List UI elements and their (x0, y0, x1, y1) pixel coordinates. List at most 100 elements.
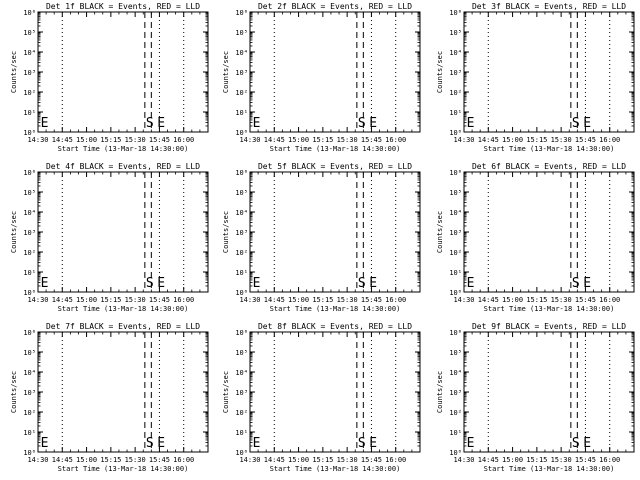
marker-e: E (157, 276, 165, 291)
marker-s: S (358, 116, 366, 131)
x-tick-label: 15:45 (575, 456, 596, 464)
detector-panel-7: Det 7f BLACK = Events, RED = LLD 10⁰ 10¹ 10… (10, 322, 209, 473)
x-axis-label: Start Time (13-Mar-18 14:30:00) (484, 305, 615, 313)
y-tick-label: 10¹ (23, 429, 36, 437)
x-tick-label: 14:45 (478, 136, 499, 144)
x-tick-label: 14:30 (239, 296, 260, 304)
y-tick-label: 10⁰ (449, 289, 462, 297)
detector-panel-6: Det 6f BLACK = Events, RED = LLD 10⁰ 10¹ 10… (436, 162, 635, 313)
y-tick-label: 10² (449, 409, 462, 417)
y-axis-label: Counts/sec (222, 51, 230, 93)
x-tick-label: 16:00 (599, 136, 620, 144)
y-tick-label: 10¹ (449, 109, 462, 117)
x-tick-label: 15:45 (575, 296, 596, 304)
x-tick-label: 15:30 (125, 136, 146, 144)
x-tick-label: 15:00 (502, 136, 523, 144)
y-tick-label: 10¹ (235, 269, 248, 277)
y-tick-label: 10² (23, 89, 36, 97)
y-tick-label: 10⁰ (23, 449, 36, 457)
plot-frame (463, 331, 635, 453)
x-tick-label: 15:30 (551, 136, 572, 144)
x-tick-label: 14:30 (453, 296, 474, 304)
detector-panel-8: Det 8f BLACK = Events, RED = LLD 10⁰ 10¹ 10… (222, 322, 421, 473)
y-tick-label: 10⁰ (449, 449, 462, 457)
y-tick-label: 10¹ (449, 429, 462, 437)
marker-s: S (358, 276, 366, 291)
plot-frame (249, 171, 421, 293)
y-tick-label: 10⁴ (23, 369, 36, 377)
marker-e: E (157, 436, 165, 451)
x-tick-label: 14:30 (27, 136, 48, 144)
x-tick-label: 15:30 (125, 456, 146, 464)
x-tick-label: 15:00 (76, 136, 97, 144)
y-tick-label: 10¹ (235, 429, 248, 437)
y-tick-label: 10² (235, 249, 248, 257)
y-tick-label: 10⁴ (23, 209, 36, 217)
marker-e: E (583, 436, 591, 451)
plot-frame (37, 171, 209, 293)
marker-e: E (253, 436, 261, 451)
x-tick-label: 14:45 (478, 456, 499, 464)
x-tick-label: 15:15 (100, 456, 121, 464)
y-tick-label: 10² (23, 409, 36, 417)
plot-frame (463, 171, 635, 293)
x-axis-label: Start Time (13-Mar-18 14:30:00) (270, 145, 401, 153)
detector-panel-9: Det 9f BLACK = Events, RED = LLD 10⁰ 10¹ 10… (436, 322, 635, 473)
chart-title: Det 7f BLACK = Events, RED = LLD (46, 322, 200, 331)
x-tick-label: 14:30 (453, 136, 474, 144)
x-tick-label: 15:00 (76, 296, 97, 304)
chart-title: Det 9f BLACK = Events, RED = LLD (472, 322, 626, 331)
x-tick-label: 14:45 (264, 296, 285, 304)
detector-panel-4: Det 4f BLACK = Events, RED = LLD 10⁰ 10¹ 10… (10, 162, 209, 313)
plot-frame (249, 331, 421, 453)
y-axis-label: Counts/sec (222, 371, 230, 413)
y-tick-label: 10⁶ (23, 329, 36, 337)
marker-s: S (572, 276, 580, 291)
y-tick-label: 10³ (23, 69, 36, 77)
x-tick-label: 15:45 (149, 296, 170, 304)
y-tick-label: 10⁵ (23, 349, 36, 357)
x-tick-label: 14:30 (27, 296, 48, 304)
marker-s: S (146, 116, 154, 131)
y-tick-label: 10³ (235, 389, 248, 397)
x-tick-label: 15:45 (575, 136, 596, 144)
marker-e: E (369, 436, 377, 451)
y-tick-label: 10¹ (23, 109, 36, 117)
x-axis-label: Start Time (13-Mar-18 14:30:00) (58, 305, 189, 313)
chart-title: Det 6f BLACK = Events, RED = LLD (472, 162, 626, 171)
detector-panel-5: Det 5f BLACK = Events, RED = LLD 10⁰ 10¹ 10… (222, 162, 421, 313)
x-tick-label: 15:45 (149, 456, 170, 464)
x-tick-label: 15:15 (312, 456, 333, 464)
x-tick-label: 14:30 (239, 456, 260, 464)
y-axis-label: Counts/sec (10, 211, 18, 253)
marker-e: E (369, 276, 377, 291)
y-tick-label: 10⁴ (449, 49, 462, 57)
detector-panel-1: Det 1f BLACK = Events, RED = LLD 10⁰ 10¹ 10… (10, 2, 209, 153)
x-tick-label: 16:00 (385, 456, 406, 464)
chart-title: Det 2f BLACK = Events, RED = LLD (258, 2, 412, 11)
y-tick-label: 10⁰ (23, 129, 36, 137)
y-tick-label: 10⁶ (449, 329, 462, 337)
x-axis-label: Start Time (13-Mar-18 14:30:00) (270, 465, 401, 473)
x-tick-label: 14:45 (52, 456, 73, 464)
y-tick-label: 10⁴ (235, 209, 248, 217)
x-tick-label: 15:15 (526, 296, 547, 304)
y-tick-label: 10⁶ (235, 9, 248, 17)
chart-title: Det 4f BLACK = Events, RED = LLD (46, 162, 200, 171)
y-tick-label: 10⁵ (449, 349, 462, 357)
x-axis-label: Start Time (13-Mar-18 14:30:00) (58, 465, 189, 473)
y-tick-label: 10² (235, 89, 248, 97)
x-tick-label: 16:00 (173, 296, 194, 304)
y-tick-label: 10³ (449, 389, 462, 397)
marker-s: S (146, 436, 154, 451)
x-tick-label: 14:45 (478, 296, 499, 304)
x-tick-label: 14:30 (239, 136, 260, 144)
x-tick-label: 15:15 (100, 296, 121, 304)
y-tick-label: 10⁶ (23, 9, 36, 17)
marker-s: S (572, 116, 580, 131)
y-tick-label: 10⁵ (449, 189, 462, 197)
marker-e: E (253, 116, 261, 131)
y-tick-label: 10³ (23, 389, 36, 397)
y-tick-label: 10⁵ (23, 189, 36, 197)
y-tick-label: 10⁴ (449, 209, 462, 217)
